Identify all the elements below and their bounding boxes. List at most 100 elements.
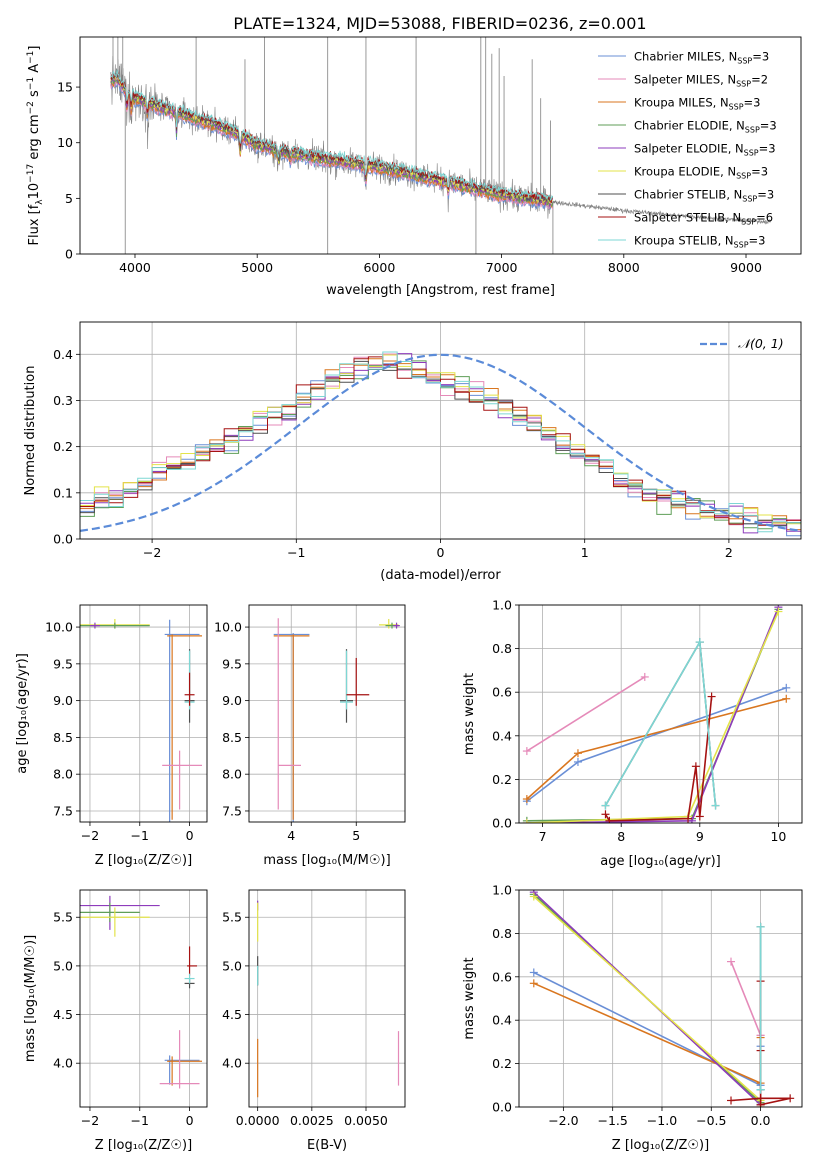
y-tick-label: 1.0: [492, 598, 512, 613]
legend-label: Kroupa MILES, NSSP=3: [634, 96, 760, 112]
weight_vs_age-plot-area: [522, 605, 791, 823]
legend-label-name: Salpeter MILES, N: [634, 73, 736, 87]
weight-line: [526, 609, 780, 822]
legend-label-name: Salpeter STELIB, N: [634, 211, 741, 225]
y-tick-label: 15: [57, 80, 73, 95]
legend-label: Chabrier MILES, NSSP=3: [634, 50, 769, 66]
legend-label: Kroupa ELODIE, NSSP=3: [634, 165, 768, 181]
x-axis-label: age [log₁₀(age/yr)]: [600, 854, 721, 869]
y-tick-label: 8.5: [53, 730, 73, 745]
figure-title: PLATE=1324, MJD=53088, FIBERID=0236, z=0…: [233, 14, 646, 33]
x-tick-label: −0.5: [696, 1113, 726, 1128]
y-tick-label: 5.0: [53, 958, 73, 973]
y-axis-label-part: −17: [26, 164, 36, 183]
y-axis-label-part: −1: [26, 51, 36, 64]
mass_vs_ebv-plot-area: [257, 900, 400, 1098]
residuals-plot-area: [80, 351, 801, 539]
y-tick-label: 1.0: [492, 883, 512, 898]
spectrum-plot-area: [110, 37, 771, 254]
axes-frame: [518, 604, 803, 824]
y-tick-label: 0.3: [53, 393, 73, 408]
y-tick-label: 0.0: [492, 1100, 512, 1115]
y-tick-label: 0.4: [492, 728, 512, 743]
weight-line: [526, 611, 780, 823]
weight-line: [526, 676, 646, 752]
y-tick-label: 10.0: [45, 620, 73, 635]
x-tick-label: 5: [352, 828, 360, 843]
y-tick-label: 4.0: [222, 1056, 242, 1071]
y-axis-label-part: Flux [f: [27, 204, 42, 245]
legend-label: Salpeter ELODIE, NSSP=3: [634, 142, 776, 158]
legend-label-name: Chabrier STELIB, N: [634, 188, 742, 202]
legend-label: Chabrier ELODIE, NSSP=3: [634, 119, 777, 135]
y-tick-label: 0.8: [492, 926, 512, 941]
axes-frame: [248, 604, 406, 823]
x-tick-label: 0.0000: [236, 1113, 280, 1128]
residuals-axes: −2 −1 0 1 2 0.0 0.1 0.2 0.3 0.4 (data-model)/error…: [23, 321, 802, 583]
weight-line: [526, 606, 780, 823]
axes-frame: [79, 889, 208, 1108]
y-tick-label: 0.2: [492, 1056, 512, 1071]
y-tick-label: 10: [57, 135, 73, 150]
y-axis-label: mass [log₁₀(M/M☉)]: [23, 935, 38, 1062]
legend-label-sub: SSP: [737, 57, 752, 66]
x-tick-label: 1: [581, 545, 589, 560]
spectrum-axes: 4000 5000 6000 7000 8000 9000 0 5 10 15 wavelength…: [26, 36, 802, 298]
y-axis-label: mass weight: [462, 957, 477, 1039]
y-axis-label-part: erg cm: [27, 114, 42, 163]
legend-label-value: =3: [751, 165, 768, 179]
legend-label-value: =3: [759, 142, 776, 156]
y-tick-label: 0.1: [53, 485, 73, 500]
weight_vs_age-axes: 7 8 9 10 0.0 0.2 0.4 0.6 0.8 1.0 age [log₁₀(age/yr…: [462, 598, 803, 869]
x-tick-label: 9000: [730, 260, 762, 275]
x-tick-label: 0: [186, 828, 194, 843]
y-tick-label: 8.0: [222, 767, 242, 782]
y-axis-label-part: 10: [27, 183, 42, 200]
legend-label-name: Kroupa ELODIE, N: [634, 165, 736, 179]
legend-label-sub: SSP: [736, 80, 751, 89]
y-tick-label: 5.5: [222, 910, 242, 925]
y-tick-label: 0.6: [492, 685, 512, 700]
x-tick-label: −2.0: [548, 1113, 578, 1128]
y-axis-label-part: −2: [26, 101, 36, 114]
y-tick-label: 10.0: [214, 620, 242, 635]
x-tick-label: −1: [287, 545, 305, 560]
y-tick-label: 4.5: [222, 1007, 242, 1022]
y-tick-label: 7.5: [53, 803, 73, 818]
x-tick-label: −2: [81, 1113, 99, 1128]
residual-histogram: [80, 351, 801, 539]
normal-curve: [80, 353, 801, 532]
axes-frame: [79, 604, 208, 823]
legend-label-name: Kroupa MILES, N: [634, 96, 729, 110]
y-tick-label: 7.5: [222, 803, 242, 818]
y-tick-label: 9.0: [222, 693, 242, 708]
legend-label: 𝒩(0, 1): [738, 336, 784, 351]
legend-label-value: =3: [752, 50, 769, 64]
legend-label-value: =3: [744, 96, 761, 110]
y-tick-label: 9.5: [222, 656, 242, 671]
x-tick-label: 10: [770, 829, 786, 844]
x-tick-label: −2: [81, 828, 99, 843]
y-tick-label: 0.2: [53, 439, 73, 454]
x-tick-label: 8: [617, 829, 625, 844]
age_vs_Z-axes: −2 −1 0 7.5 8.0 8.5 9.0 9.5 10.0 Z [log₁₀(Z/Z☉)] a…: [15, 604, 208, 868]
y-tick-label: 0: [65, 247, 73, 262]
y-axis-label: mass weight: [462, 673, 477, 755]
axes-layer: 4000 5000 6000 7000 8000 9000051015wavelength…: [15, 36, 803, 1153]
weight-line: [604, 696, 713, 822]
x-tick-label: 4000: [119, 260, 151, 275]
legend-label: Chabrier STELIB, NSSP=3: [634, 188, 774, 204]
y-tick-label: 9.5: [53, 656, 73, 671]
y-tick-label: 5.5: [53, 910, 73, 925]
legend-label: Salpeter STELIB, NSSP=6: [634, 211, 773, 227]
x-tick-label: 6000: [363, 260, 395, 275]
x-axis-label: wavelength [Angstrom, rest frame]: [326, 283, 555, 298]
x-tick-label: 9: [696, 829, 704, 844]
legend-label-name: Chabrier ELODIE, N: [634, 119, 745, 133]
weight_vs_Z-plot-area: [529, 890, 795, 1107]
x-axis-label: Z [log₁₀(Z/Z☉)]: [95, 853, 192, 868]
legend-label-name: Kroupa STELIB, N: [634, 234, 734, 248]
mass_vs_Z-axes: −2 −1 0 4.0 4.5 5.0 5.5 Z [log₁₀(Z/Z☉)] mass [lo…: [23, 889, 208, 1153]
legend-label-value: =6: [756, 211, 773, 225]
x-tick-label: 0: [437, 545, 445, 560]
